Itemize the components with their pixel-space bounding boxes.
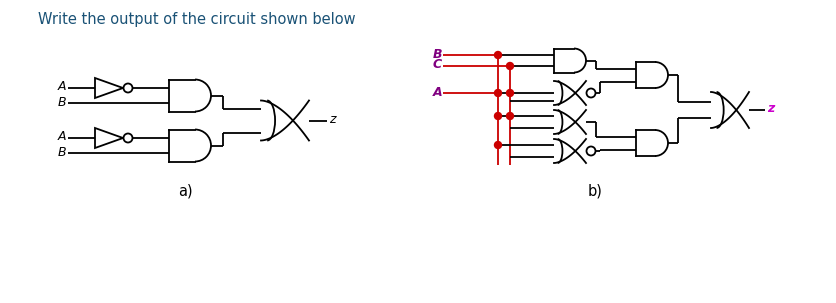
Text: A: A [58,131,67,144]
Circle shape [495,112,502,119]
Text: B: B [433,48,442,61]
Text: z: z [767,102,774,115]
Text: B: B [58,95,67,108]
Text: a): a) [178,183,192,198]
Text: B: B [58,145,67,158]
Text: C: C [433,58,442,72]
Text: A: A [58,81,67,94]
Circle shape [507,62,513,69]
Text: A: A [433,85,442,98]
Text: z: z [329,113,335,126]
Circle shape [507,89,513,96]
Circle shape [495,52,502,58]
Circle shape [495,89,502,96]
Text: Write the output of the circuit shown below: Write the output of the circuit shown be… [38,12,355,27]
Circle shape [507,112,513,119]
Circle shape [495,142,502,148]
Text: b): b) [588,183,603,198]
